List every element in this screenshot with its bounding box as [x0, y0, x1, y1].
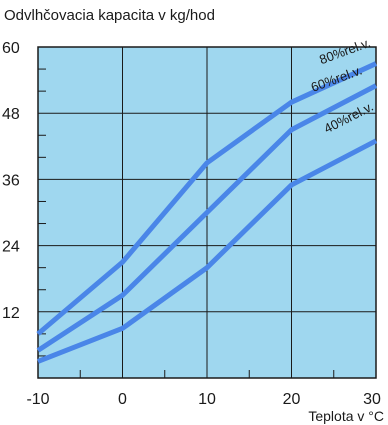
series-lines — [36, 61, 378, 364]
chart-title: Odvlhčovacia kapacita v kg/hod — [4, 7, 215, 24]
series-line-0 — [36, 61, 378, 336]
y-tick-label: 12 — [2, 305, 20, 322]
series-line-2 — [37, 138, 378, 364]
x-tick-label: 20 — [283, 391, 301, 408]
y-tick-label: 60 — [2, 40, 20, 57]
y-tick-labels: 12 24 36 48 60 — [2, 40, 20, 322]
x-axis-label: Teplota v °C — [308, 408, 384, 424]
series-line-1 — [36, 83, 378, 353]
x-tick-label: 10 — [198, 391, 216, 408]
x-tick-label: -10 — [26, 391, 49, 408]
y-tick-label: 24 — [2, 239, 20, 256]
y-tick-label: 36 — [2, 172, 20, 189]
x-tick-label: 30 — [363, 391, 381, 408]
x-tick-label: 0 — [118, 391, 127, 408]
y-tick-label: 48 — [2, 106, 20, 123]
x-tick-labels: -10 0 10 20 30 — [26, 391, 381, 408]
